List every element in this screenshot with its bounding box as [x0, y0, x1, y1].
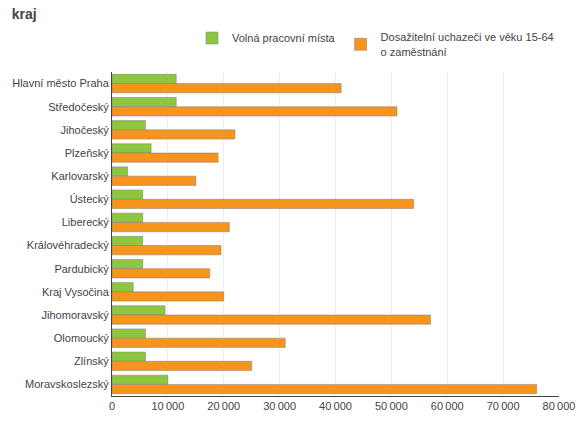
svg-text:Pardubický: Pardubický — [54, 263, 109, 275]
svg-text:Karlovarský: Karlovarský — [51, 170, 109, 182]
svg-text:10 000: 10 000 — [151, 400, 184, 412]
svg-text:Královéhradecký: Královéhradecký — [27, 239, 109, 251]
svg-text:80 000: 80 000 — [543, 400, 576, 412]
svg-text:Hlavní město Praha: Hlavní město Praha — [12, 77, 109, 89]
svg-text:60 000: 60 000 — [431, 400, 464, 412]
svg-text:50 000: 50 000 — [375, 400, 408, 412]
svg-text:Volná pracovní místa: Volná pracovní místa — [232, 32, 336, 44]
svg-text:Olomoucký: Olomoucký — [54, 332, 110, 344]
svg-text:Kraj Vysočina: Kraj Vysočina — [42, 286, 110, 298]
svg-text:Moravskoslezský: Moravskoslezský — [25, 378, 109, 390]
svg-text:Jihočeský: Jihočeský — [61, 124, 110, 136]
svg-text:Jihomoravský: Jihomoravský — [42, 309, 110, 321]
svg-text:0: 0 — [109, 400, 115, 412]
svg-text:Zlínský: Zlínský — [74, 355, 109, 367]
svg-text:70 000: 70 000 — [487, 400, 520, 412]
svg-text:Středočeský: Středočeský — [48, 101, 109, 113]
svg-text:40 000: 40 000 — [319, 400, 352, 412]
svg-text:Liberecký: Liberecký — [62, 216, 110, 228]
svg-text:20 000: 20 000 — [207, 400, 240, 412]
svg-text:Plzeňský: Plzeňský — [65, 147, 110, 159]
svg-text:kraj: kraj — [12, 6, 37, 22]
svg-text:Dosažitelní uchazeči ve věku 1: Dosažitelní uchazeči ve věku 15-64o zamě… — [381, 31, 554, 57]
svg-text:Ústecký: Ústecký — [70, 193, 110, 205]
svg-text:30 000: 30 000 — [263, 400, 296, 412]
